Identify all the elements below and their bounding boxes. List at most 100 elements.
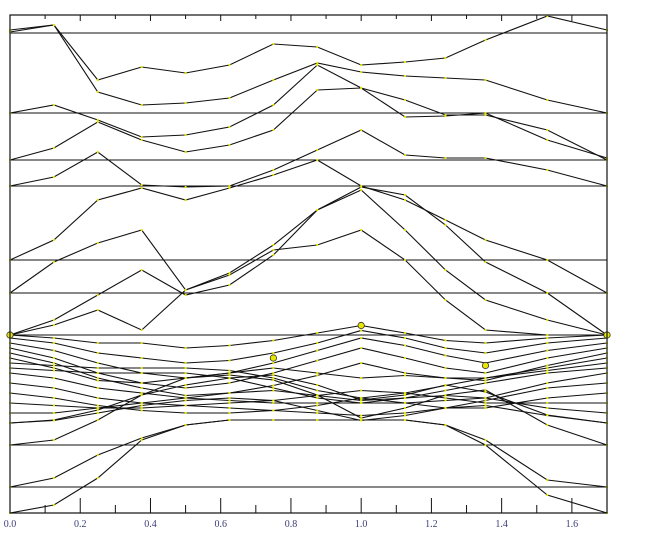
band-point [546, 386, 549, 390]
band-point [546, 98, 549, 102]
band-point [272, 168, 275, 172]
band-point [360, 86, 363, 90]
band-point [316, 331, 319, 335]
band-point [184, 150, 187, 154]
band-point [546, 406, 549, 410]
band-point [484, 38, 487, 42]
band-point [96, 241, 99, 245]
highlight-marker [269, 354, 277, 362]
band-point [403, 258, 407, 262]
band-point [140, 183, 143, 187]
band-point [272, 378, 275, 382]
band-point [272, 253, 275, 257]
band-point [184, 293, 187, 297]
band-point [96, 404, 99, 407]
band-point [184, 185, 187, 189]
band-point [140, 391, 143, 395]
x-tick-label: 0.8 [285, 519, 298, 530]
band-point [316, 359, 319, 362]
band-point [444, 354, 447, 357]
band-point [444, 56, 447, 60]
band-point [184, 71, 187, 75]
band-point [546, 364, 549, 367]
band-point [228, 63, 231, 67]
band-point [184, 376, 187, 380]
band-point [272, 42, 275, 46]
band-point [52, 23, 55, 27]
band-point [52, 318, 55, 322]
band-point [360, 128, 363, 132]
band-line-7 [9, 186, 608, 336]
band-point [403, 356, 407, 360]
band-point [52, 366, 55, 370]
band-point [272, 376, 275, 380]
band-point [228, 143, 231, 147]
band-point [140, 138, 143, 142]
band-point [484, 260, 487, 264]
band-point [444, 76, 447, 80]
band-point [360, 361, 363, 365]
band-point [96, 361, 99, 365]
band-point [272, 409, 275, 412]
band-point [228, 96, 231, 100]
x-tick-label: 0.2 [74, 519, 87, 530]
band-point [484, 111, 487, 115]
band-point [140, 366, 143, 370]
band-point [184, 288, 187, 292]
band-point [96, 376, 99, 380]
band-point [546, 258, 549, 262]
band-point [444, 406, 447, 410]
band-point [228, 186, 231, 190]
plot-frame [9, 14, 608, 514]
band-point [140, 65, 143, 69]
band-point [140, 228, 143, 232]
band-point [96, 418, 99, 422]
band-point [360, 401, 363, 405]
band-point [403, 396, 407, 400]
band-point [546, 401, 549, 405]
band-point [228, 371, 231, 375]
band-point [96, 371, 99, 375]
band-point [272, 103, 275, 107]
band-point [484, 238, 487, 242]
band-point [546, 371, 549, 375]
band-point [272, 386, 275, 390]
band-point [96, 78, 99, 82]
band-point [228, 418, 231, 422]
band-point [403, 406, 407, 410]
band-point [228, 411, 231, 415]
band-point [484, 443, 487, 447]
band-point [272, 243, 275, 247]
band-point [96, 366, 99, 370]
band-point [228, 396, 231, 400]
band-point [403, 374, 407, 377]
band-point [52, 238, 55, 242]
band-point [316, 389, 319, 392]
band-point [316, 61, 319, 65]
band-point [272, 389, 275, 392]
band-point [52, 349, 55, 352]
band-point [403, 418, 407, 422]
band-point [52, 336, 55, 340]
band-line-16 [9, 362, 608, 399]
band-point [228, 344, 231, 347]
band-point [140, 341, 143, 345]
band-point [546, 128, 549, 132]
band-point [96, 408, 99, 412]
band-point [96, 308, 99, 312]
x-tick-label: 1.2 [425, 519, 438, 530]
band-line-1 [9, 15, 608, 81]
band-point [140, 371, 143, 375]
band-point [184, 346, 187, 350]
band-point [140, 406, 143, 410]
x-axis-ticks [9, 15, 608, 513]
band-point [228, 184, 231, 188]
band-point [403, 401, 407, 405]
band-point [316, 371, 319, 375]
band-point [272, 128, 275, 132]
band-point [184, 198, 187, 202]
band-point [52, 376, 55, 380]
band-point [484, 328, 487, 332]
band-point [316, 148, 319, 152]
band-point [316, 88, 319, 92]
